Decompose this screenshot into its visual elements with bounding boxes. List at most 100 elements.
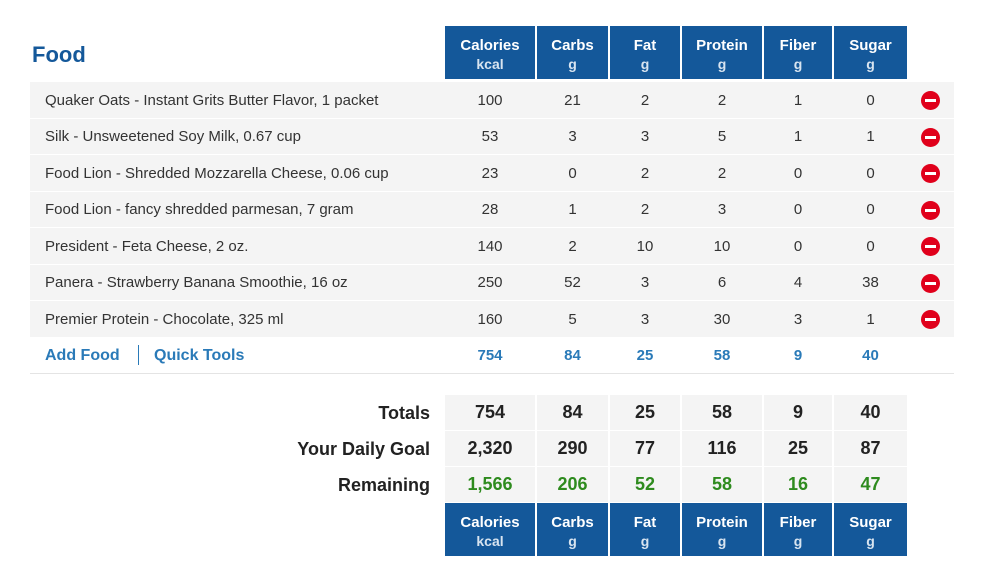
nutrient-value: 23 — [481, 164, 499, 182]
column-header: Fat g — [610, 503, 680, 556]
column-unit: kcal — [476, 56, 504, 72]
subtotal-value: 9 — [793, 346, 803, 364]
summary-value: 58 — [682, 467, 762, 503]
nutrient-value: 100 — [477, 91, 503, 109]
subtotal-value: 754 — [477, 346, 503, 364]
column-name: Fat — [633, 514, 657, 531]
remove-button[interactable] — [921, 237, 940, 256]
summary-value: 754 — [445, 395, 535, 431]
summary-value: 25 — [764, 431, 832, 467]
column-unit: g — [793, 533, 803, 549]
food-name: Silk - Unsweetened Soy Milk, 0.67 cup — [45, 128, 301, 146]
summary-value: 206 — [537, 467, 608, 503]
nutrient-value: 0 — [866, 91, 875, 109]
remove-button[interactable] — [921, 91, 940, 110]
column-unit: g — [568, 56, 577, 72]
column-unit: g — [866, 56, 875, 72]
nutrient-value: 1 — [568, 201, 577, 219]
divider — [138, 344, 139, 365]
nutrient-value: 2 — [640, 201, 650, 219]
nutrient-value: 10 — [636, 237, 654, 255]
column-unit: g — [640, 533, 650, 549]
nutrient-value: 28 — [481, 201, 499, 219]
summary-value: 84 — [537, 395, 608, 431]
nutrient-value: 10 — [713, 237, 731, 255]
column-name: Carbs — [551, 514, 594, 531]
column-name: Protein — [696, 514, 748, 531]
section-title: Food — [32, 42, 86, 67]
nutrient-value: 1 — [793, 91, 803, 109]
column-header: Protein g — [682, 503, 762, 556]
nutrient-value: 2 — [717, 164, 727, 182]
subtotal-value: 25 — [636, 346, 654, 364]
nutrient-value: 0 — [866, 164, 875, 182]
column-header: Fiber g — [764, 503, 832, 556]
summary-value: 2,320 — [445, 431, 535, 467]
summary-value: 87 — [834, 431, 907, 467]
row-background — [30, 264, 954, 301]
nutrient-value: 38 — [862, 274, 879, 292]
remove-button[interactable] — [921, 273, 940, 293]
summary-value: 1,566 — [445, 467, 535, 503]
column-name: Protein — [696, 37, 748, 54]
column-header: Sugar g — [834, 503, 907, 556]
row-background — [30, 155, 954, 192]
nutrient-value: 0 — [866, 201, 875, 219]
column-unit: g — [568, 533, 577, 549]
nutrient-value: 1 — [866, 128, 875, 146]
column-name: Fiber — [779, 37, 817, 54]
summary-value: 77 — [610, 431, 680, 467]
nutrient-value: 30 — [713, 310, 731, 328]
food-name: Panera - Strawberry Banana Smoothie, 16 … — [45, 274, 348, 292]
food-name: President - Feta Cheese, 2 oz. — [45, 237, 249, 255]
column-unit: g — [640, 56, 650, 72]
summary-value: 47 — [834, 467, 907, 503]
row-background — [30, 372, 954, 374]
nutrient-value: 0 — [568, 164, 577, 182]
column-name: Sugar — [849, 514, 892, 531]
summary-value: 25 — [610, 395, 680, 431]
nutrient-value: 160 — [477, 310, 503, 328]
column-name: Carbs — [551, 37, 594, 54]
nutrient-value: 0 — [793, 164, 803, 182]
remove-button[interactable] — [921, 310, 940, 329]
remove-button[interactable] — [921, 164, 940, 183]
row-background — [30, 191, 954, 228]
column-name: Calories — [460, 37, 520, 54]
nutrient-value: 0 — [793, 201, 803, 219]
row-background — [30, 118, 954, 155]
nutrient-value: 2 — [640, 91, 650, 109]
column-unit: g — [866, 533, 875, 549]
nutrient-value: 5 — [568, 310, 577, 328]
nutrient-value: 140 — [477, 237, 503, 255]
column-header: Calories kcal — [445, 503, 535, 556]
summary-value: 40 — [834, 395, 907, 431]
column-name: Sugar — [849, 37, 892, 54]
nutrient-value: 6 — [717, 274, 727, 292]
summary-value: 58 — [682, 395, 762, 431]
nutrient-value: 52 — [564, 274, 581, 292]
subtotal-value: 84 — [564, 346, 581, 364]
nutrient-value: 2 — [717, 91, 727, 109]
food-name: Quaker Oats - Instant Grits Butter Flavo… — [45, 91, 379, 109]
remove-button[interactable] — [921, 127, 940, 147]
nutrient-value: 21 — [564, 91, 581, 109]
nutrient-value: 1 — [866, 310, 875, 328]
column-header: Sugar g — [834, 26, 907, 79]
nutrient-value: 3 — [717, 201, 727, 219]
add-food-link[interactable]: Add Food — [45, 346, 120, 364]
column-unit: kcal — [476, 533, 504, 549]
nutrient-value: 2 — [568, 237, 577, 255]
nutrient-value: 1 — [793, 128, 803, 146]
food-name: Premier Protein - Chocolate, 325 ml — [45, 310, 284, 328]
summary-value: 116 — [682, 431, 762, 467]
nutrient-value: 0 — [866, 237, 875, 255]
remove-button[interactable] — [921, 200, 940, 220]
column-header: Carbs g — [537, 503, 608, 556]
column-header: Protein g — [682, 26, 762, 79]
subtotal-value: 58 — [713, 346, 731, 364]
quick-tools-link[interactable]: Quick Tools — [154, 346, 245, 364]
nutrient-value: 3 — [640, 310, 650, 328]
column-name: Fiber — [779, 514, 817, 531]
